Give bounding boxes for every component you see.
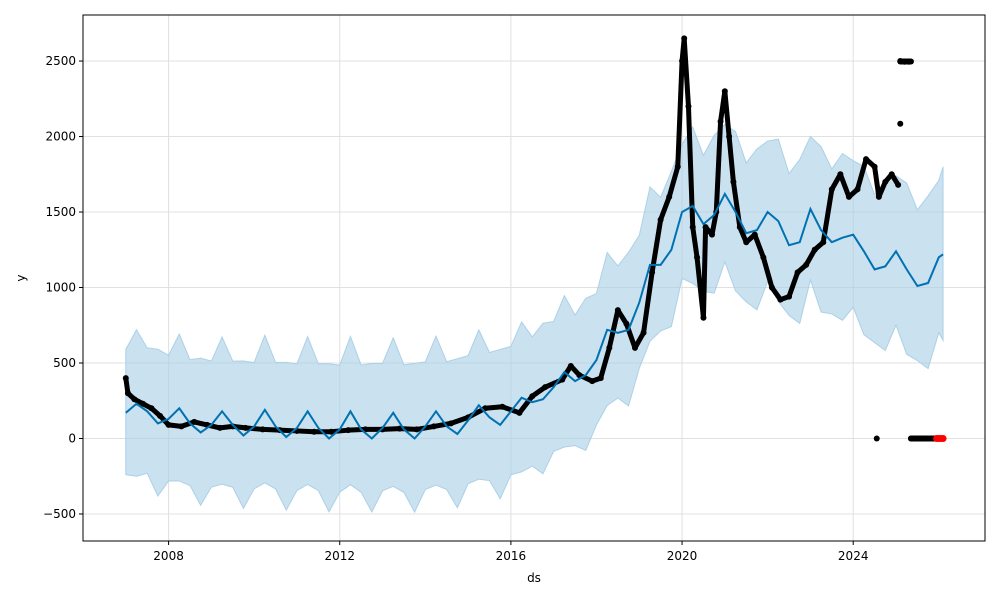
plot-frame [82, 14, 986, 542]
actual-point [811, 246, 818, 253]
actual-point [888, 171, 895, 178]
future-point [939, 434, 947, 442]
actual-point [614, 307, 621, 314]
actual-point [854, 186, 861, 193]
actual-point [726, 133, 733, 140]
actual-point [516, 409, 523, 416]
actual-point [685, 103, 692, 110]
actual-point [751, 231, 758, 238]
actual-point [717, 118, 724, 125]
actual-points [122, 35, 947, 442]
actual-point [730, 178, 737, 185]
actual-point [124, 390, 131, 397]
actual-point [529, 393, 536, 400]
actual-point [589, 378, 596, 385]
actual-point [794, 269, 801, 276]
actual-point [882, 178, 889, 185]
actual-point [379, 426, 386, 433]
actual-point [148, 405, 155, 412]
actual-point [828, 186, 835, 193]
actual-point [191, 418, 198, 425]
actual-point [131, 396, 138, 403]
actual-point [165, 421, 172, 428]
actual-point [777, 296, 784, 303]
actual-point [606, 344, 613, 351]
actual-point [623, 320, 630, 327]
actual-point [178, 423, 185, 430]
actual-point [640, 329, 647, 336]
y-tick-label: 0 [68, 431, 76, 445]
x-axis-label: ds [527, 571, 541, 585]
actual-point [447, 420, 454, 427]
uncertainty-band [125, 123, 944, 514]
actual-point [820, 239, 827, 246]
actual-point [786, 293, 793, 300]
actual-point [430, 423, 437, 430]
actual-point [702, 224, 709, 231]
actual-point [157, 412, 164, 419]
actual-point [871, 163, 878, 170]
actual-point [897, 120, 904, 127]
actual-point [694, 254, 701, 261]
actual-point [679, 58, 686, 65]
actual-point [499, 403, 506, 410]
actual-point [139, 400, 146, 407]
axis-ticks: 2008 2012 2016 2020 2024 −500 0 500 1000 1500 2000… [43, 54, 868, 563]
actual-point [768, 284, 775, 291]
actual-point [328, 428, 335, 435]
actual-point [122, 375, 129, 382]
actual-point [681, 35, 688, 42]
actual-point [674, 163, 681, 170]
actual-point [311, 428, 318, 435]
y-tick-label: 500 [53, 356, 76, 370]
actual-point [689, 224, 696, 231]
actual-point [863, 156, 870, 163]
y-tick-label: −500 [43, 507, 76, 521]
x-tick-label: 2020 [667, 549, 698, 563]
actual-point [875, 193, 882, 200]
actual-point [229, 423, 236, 430]
actual-point [743, 239, 750, 246]
y-axis-label: y [14, 274, 28, 281]
x-tick-label: 2008 [153, 549, 184, 563]
actual-point [657, 216, 664, 223]
actual-point [760, 254, 767, 261]
x-tick-label: 2016 [496, 549, 527, 563]
actual-point [631, 344, 638, 351]
actual-point [345, 427, 352, 434]
y-tick-label: 2000 [45, 130, 76, 144]
actual-point [666, 193, 673, 200]
actual-point [413, 426, 420, 433]
actual-point [845, 193, 852, 200]
actual-point [837, 171, 844, 178]
y-tick-label: 1000 [45, 281, 76, 295]
actual-point [576, 372, 583, 379]
y-tick-label: 2500 [45, 54, 76, 68]
actual-point [542, 384, 549, 391]
actual-point [700, 314, 707, 321]
actual-point [567, 363, 574, 370]
actual-point [396, 425, 403, 432]
actual-point [895, 181, 902, 188]
actual-point [216, 424, 223, 431]
actual-point [597, 375, 604, 382]
y-tick-label: 1500 [45, 205, 76, 219]
x-tick-label: 2012 [324, 549, 355, 563]
actual-point [803, 261, 810, 268]
x-tick-label: 2024 [838, 549, 869, 563]
actual-point [721, 88, 728, 95]
actual-point [649, 269, 656, 276]
actual-point [259, 426, 266, 433]
actual-point [242, 424, 249, 431]
actual-point [709, 231, 716, 238]
actual-point [873, 435, 880, 442]
forecast-line [125, 191, 944, 440]
